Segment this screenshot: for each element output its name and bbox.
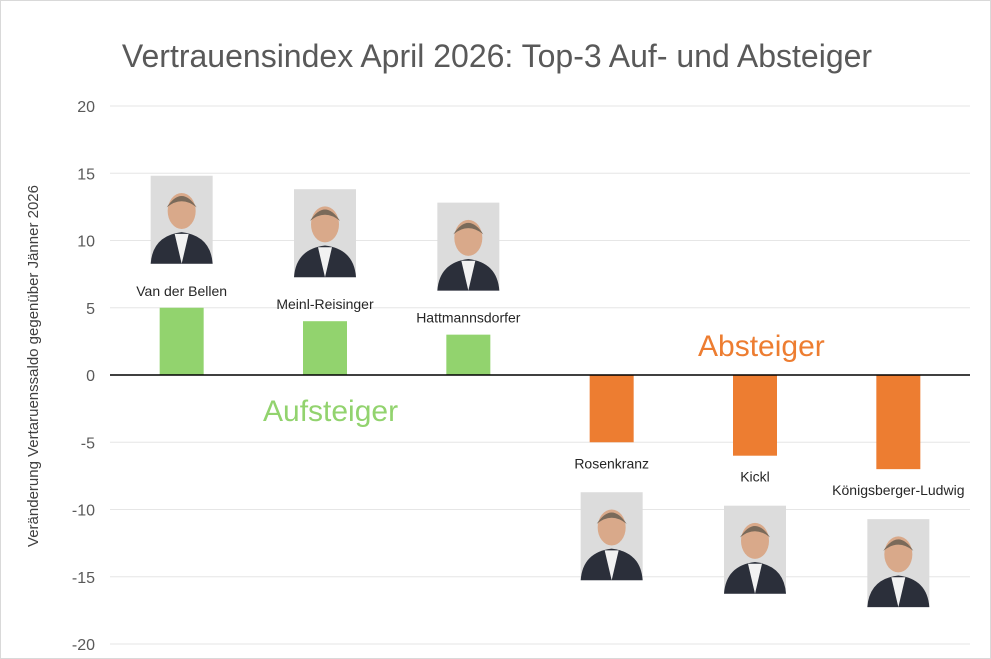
category-label: Rosenkranz (574, 455, 649, 471)
y-tick-label: 20 (77, 99, 95, 116)
bar-rosenkranz (589, 375, 634, 443)
y-tick-label: -20 (72, 637, 95, 654)
y-tick-label: -15 (72, 570, 95, 587)
portrait-photo (150, 175, 213, 264)
chart-title: Vertrauensindex April 2026: Top-3 Auf- u… (122, 38, 872, 74)
category-label: Meinl-Reisinger (276, 296, 374, 312)
y-tick-label: -5 (81, 435, 95, 452)
bar-hattmannsdorfer (446, 334, 491, 375)
category-label: Van der Bellen (136, 283, 227, 299)
portrait-photo (867, 519, 930, 608)
y-tick-label: 15 (77, 166, 95, 183)
bar-van-der-bellen (159, 307, 204, 375)
annotation-absteiger: Absteiger (698, 330, 825, 363)
y-axis-label: Veränderung Vertaruenssaldo gegenüber Jä… (25, 185, 42, 547)
y-tick-label: -10 (72, 503, 95, 520)
category-label: Kickl (740, 469, 770, 485)
category-label: Hattmannsdorfer (416, 310, 521, 326)
portrait-photo (724, 505, 786, 594)
y-tick-label: 10 (77, 234, 95, 251)
bar-kickl (733, 375, 777, 456)
bar-meinl-reisinger (303, 321, 347, 375)
bar-k-nigsberger-ludwig (876, 375, 921, 470)
portrait-photo (580, 492, 643, 581)
y-tick-label: 0 (86, 368, 95, 385)
annotation-aufsteiger: Aufsteiger (263, 395, 398, 428)
portrait-photo (437, 202, 500, 291)
portrait-photo (294, 189, 356, 278)
y-tick-label: 5 (86, 301, 95, 318)
category-label: Königsberger-Ludwig (832, 482, 964, 498)
